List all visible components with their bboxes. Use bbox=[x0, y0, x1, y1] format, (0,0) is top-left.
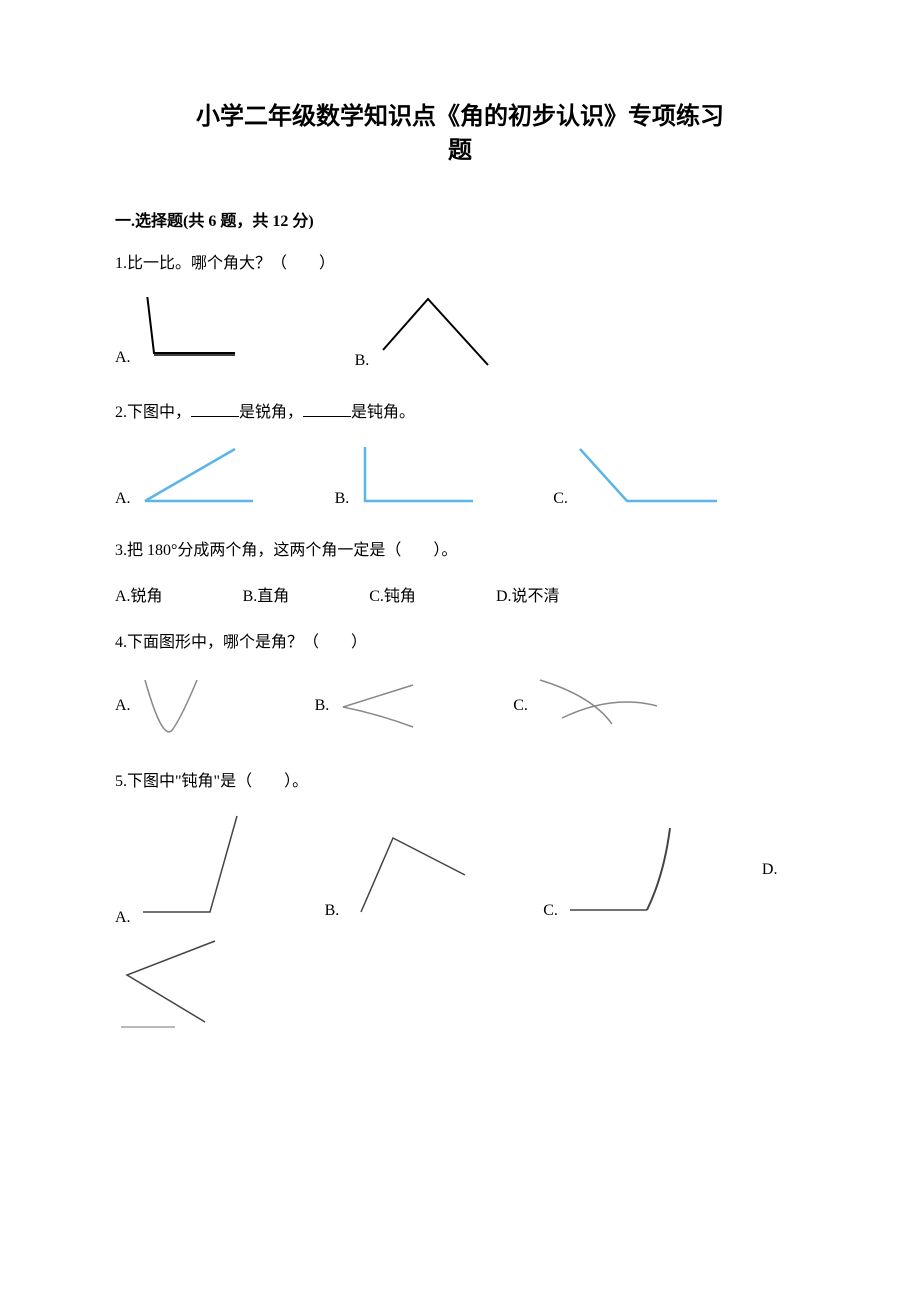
q2-angle-b-icon bbox=[353, 443, 483, 508]
title-line2: 题 bbox=[115, 134, 805, 168]
q3-options: A.锐角 B.直角 C.钝角 D.说不清 bbox=[115, 582, 805, 606]
q1-optA-label: A. bbox=[115, 349, 131, 367]
q5-angle-d-icon bbox=[115, 937, 235, 1032]
q5-optB-label: B. bbox=[325, 902, 340, 920]
q2-after: 是钝角。 bbox=[351, 404, 415, 421]
q5-angle-a-icon bbox=[135, 812, 255, 927]
q2-blank1 bbox=[191, 401, 239, 417]
q2-text: 2.下图中， 是锐角， 是钝角。 bbox=[115, 400, 805, 426]
q2-before: 2.下图中， bbox=[115, 404, 191, 421]
q5-angle-b-icon bbox=[343, 820, 473, 920]
q3-optD: D.说不清 bbox=[496, 582, 560, 606]
q2-blank2 bbox=[303, 401, 351, 417]
q5-optD-label: D. bbox=[762, 861, 778, 879]
section-header: 一.选择题(共 6 题，共 12 分) bbox=[115, 207, 805, 231]
q3-optA: A.锐角 bbox=[115, 582, 163, 606]
q5-optD-figure bbox=[115, 937, 805, 1032]
q2-mid: 是锐角， bbox=[239, 404, 303, 421]
q2-angle-c-icon bbox=[572, 443, 722, 508]
q4-optA-label: A. bbox=[115, 697, 131, 715]
title-line1: 小学二年级数学知识点《角的初步认识》专项练习 bbox=[115, 100, 805, 134]
q1-options: A. B. bbox=[115, 295, 805, 370]
q4-options: A. B. C. bbox=[115, 674, 805, 739]
q2-optC-label: C. bbox=[553, 490, 568, 508]
q5-optC-label: C. bbox=[543, 902, 558, 920]
q4-shape-b-icon bbox=[333, 679, 423, 734]
q2-options: A. B. C. bbox=[115, 443, 805, 508]
q1-angle-b-icon bbox=[373, 295, 493, 370]
q5-options: A. B. C. D. bbox=[115, 812, 805, 927]
q3-optC: C.钝角 bbox=[369, 582, 416, 606]
q2-optB-label: B. bbox=[335, 490, 350, 508]
q1-optB-label: B. bbox=[355, 352, 370, 370]
q1-text: 1.比一比。哪个角大？（ ） bbox=[115, 251, 805, 277]
q5-optA-label: A. bbox=[115, 909, 131, 927]
q4-shape-a-icon bbox=[135, 674, 205, 739]
q3-text: 3.把 180°分成两个角，这两个角一定是（ ）。 bbox=[115, 538, 805, 564]
q2-angle-a-icon bbox=[135, 443, 265, 508]
q4-optC-label: C. bbox=[513, 697, 528, 715]
q5-angle-c-icon bbox=[562, 820, 692, 920]
q4-shape-c-icon bbox=[532, 676, 662, 736]
page-title: 小学二年级数学知识点《角的初步认识》专项练习 题 bbox=[115, 100, 805, 167]
q4-optB-label: B. bbox=[315, 697, 330, 715]
q3-optB: B.直角 bbox=[243, 582, 290, 606]
q5-text: 5.下图中"钝角"是（ ）。 bbox=[115, 769, 805, 795]
q2-optA-label: A. bbox=[115, 490, 131, 508]
q4-text: 4.下面图形中，哪个是角？（ ） bbox=[115, 630, 805, 656]
q1-angle-a-icon bbox=[135, 297, 245, 367]
